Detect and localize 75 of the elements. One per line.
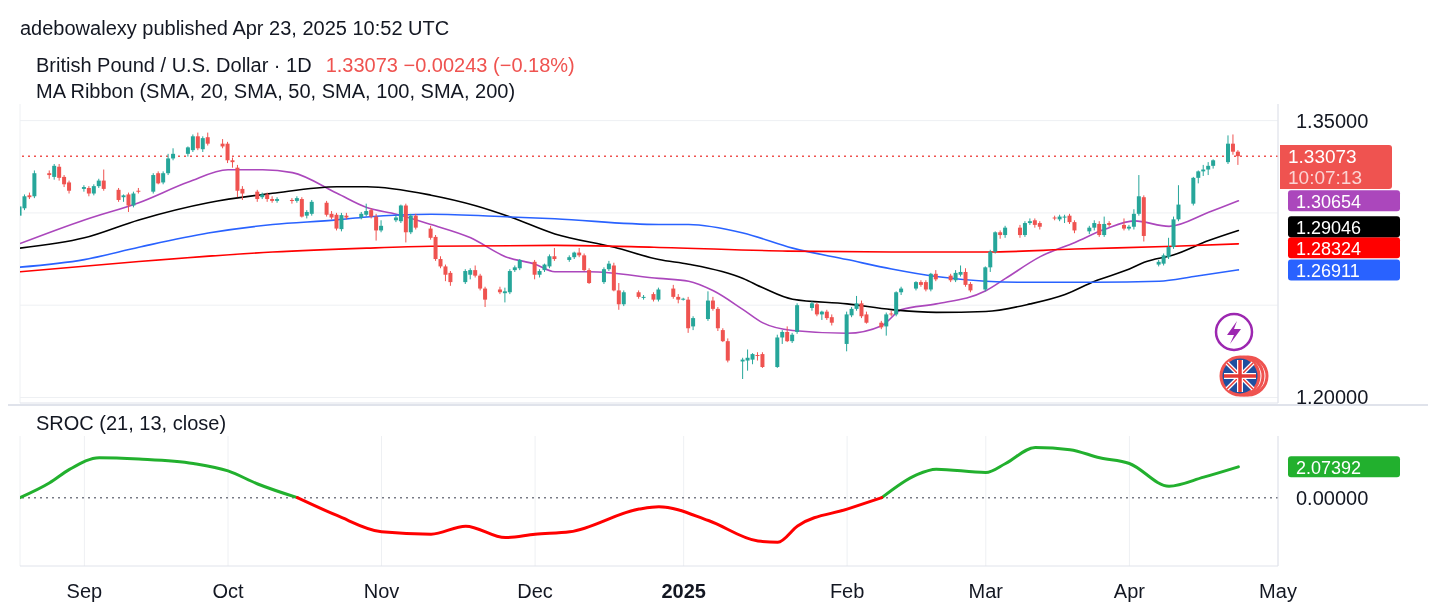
candlestick [483, 286, 488, 308]
text: adebowalexy published Apr 23, 2025 10:52 UTC [19, 16, 451, 41]
line-series [295, 496, 884, 544]
text: 10:07:13 [1288, 167, 1363, 189]
candlestick [235, 164, 240, 198]
candlestick [507, 268, 512, 295]
x-tick-label: Feb [829, 580, 865, 602]
candlestick [126, 192, 131, 213]
y-tick-label: 1.26911 [1296, 260, 1360, 281]
candlestick [339, 212, 344, 232]
candlestick [809, 300, 814, 312]
candlestick [497, 286, 502, 295]
candlestick [289, 197, 294, 205]
candlestick [151, 172, 156, 195]
x-tick-label: Mar [968, 580, 1004, 602]
y-tick-label: 1.30654 [1296, 191, 1362, 212]
candlestick [1131, 208, 1136, 231]
candlestick [1136, 174, 1141, 217]
line-series [20, 243, 1240, 273]
x-tick-label: May [1259, 580, 1297, 602]
y-tick-label: 1.29046 [1296, 217, 1362, 238]
candlestick [166, 153, 171, 176]
y-tick-label: 2.07392 [1296, 457, 1362, 478]
candlestick [398, 204, 403, 224]
x-tick-label: Dec [517, 580, 553, 602]
candlestick [299, 196, 304, 219]
candlestick [983, 265, 988, 292]
candlestick [988, 249, 993, 273]
candlestick [705, 290, 710, 322]
x-tick-label: Sep [66, 580, 103, 602]
line-series [20, 168, 1240, 335]
candlestick [1017, 224, 1022, 239]
candlestick [715, 306, 720, 332]
candlestick [225, 141, 230, 164]
candlestick [294, 195, 299, 204]
candlestick [1166, 237, 1171, 260]
candlestick [81, 184, 86, 193]
candlestick [725, 337, 730, 363]
candlestick [894, 290, 899, 317]
line-series [20, 213, 1240, 284]
candlestick [101, 169, 106, 192]
candlestick [1176, 184, 1181, 222]
candlestick [270, 195, 275, 204]
candlestick [1107, 220, 1112, 228]
candlestick [1121, 217, 1126, 231]
candlestick [32, 169, 37, 199]
chart-title: SROC (21, 13, close) [36, 412, 227, 434]
candlestick [408, 213, 413, 235]
line-series [20, 185, 1240, 314]
x-tick-label: Apr [1113, 580, 1146, 602]
x-tick-label: 2025 [661, 580, 706, 602]
chart-subtitle: 1.33073 −0.00243 (−0.18%) [325, 54, 575, 76]
candlestick [1126, 224, 1131, 231]
y-tick-label: 0.00000 [1296, 486, 1369, 509]
candlestick [374, 213, 379, 242]
text: MA Ribbon (SMA, 20, SMA, 50, SMA, 100, SMA, 200) [36, 79, 517, 104]
candlestick [616, 282, 621, 311]
y-tick-label: 1.35000 [1296, 109, 1369, 132]
candlestick [1226, 134, 1230, 165]
candlestick [1027, 217, 1032, 226]
candlestick [275, 196, 280, 204]
candlestick [1230, 133, 1235, 156]
candlestick [532, 259, 537, 280]
candlestick [606, 260, 611, 272]
ref-line-label: 1.33073 [1288, 146, 1358, 168]
candlestick [993, 230, 998, 254]
y-tick-label: 1.28324 [1296, 238, 1362, 259]
candlestick [884, 312, 889, 337]
candlestick [1102, 216, 1107, 238]
x-tick-label: Oct [212, 580, 245, 602]
x-tick-label: Nov [363, 580, 400, 602]
candlestick [928, 272, 933, 292]
candlestick [963, 267, 968, 288]
chart-title: British Pound / U.S. Dollar · 1D [36, 54, 312, 76]
y-tick-label: 1.20000 [1296, 386, 1369, 409]
